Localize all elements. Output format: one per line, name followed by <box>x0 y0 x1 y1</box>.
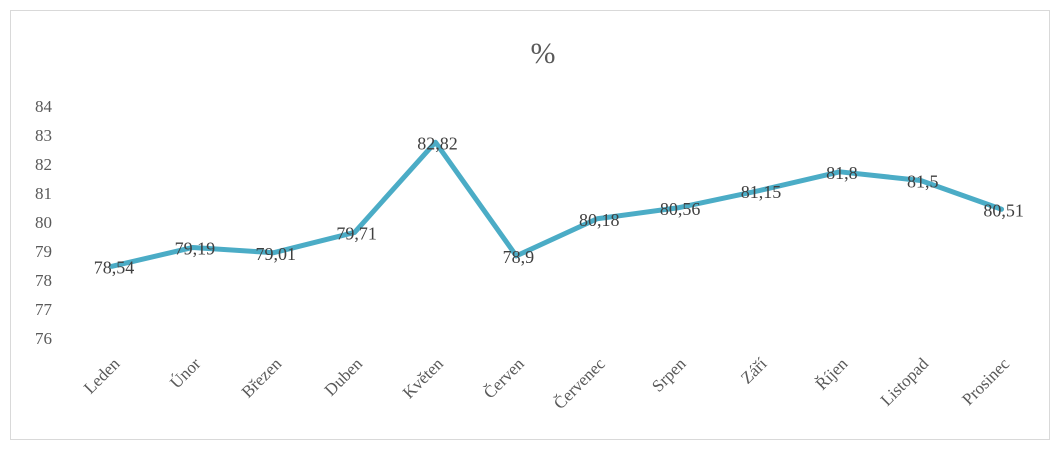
data-label: 81,15 <box>741 182 782 202</box>
y-tick-label: 77 <box>35 300 53 319</box>
data-label: 82,82 <box>417 133 458 153</box>
line <box>109 139 1005 269</box>
y-tick-label: 81 <box>35 184 52 203</box>
data-label: 81,5 <box>907 172 939 192</box>
data-label: 79,19 <box>175 239 216 259</box>
data-label: 80,56 <box>660 199 701 219</box>
data-label: 81,8 <box>826 163 858 183</box>
chart-title: % <box>531 37 556 70</box>
y-tick-label: 82 <box>35 155 52 174</box>
y-tick-label: 83 <box>35 126 52 145</box>
data-label: 78,9 <box>503 247 535 267</box>
data-label: 78,54 <box>94 257 135 277</box>
data-label: 80,51 <box>983 200 1024 220</box>
data-label: 80,18 <box>579 210 620 230</box>
y-tick-label: 78 <box>35 271 52 290</box>
y-tick-label: 79 <box>35 242 52 261</box>
y-tick-label: 76 <box>35 329 52 348</box>
y-tick-label: 80 <box>35 213 52 232</box>
data-label: 79,71 <box>336 224 377 244</box>
y-tick-label: 84 <box>35 97 53 116</box>
chart-border <box>10 10 1050 440</box>
data-label: 79,01 <box>255 244 296 264</box>
